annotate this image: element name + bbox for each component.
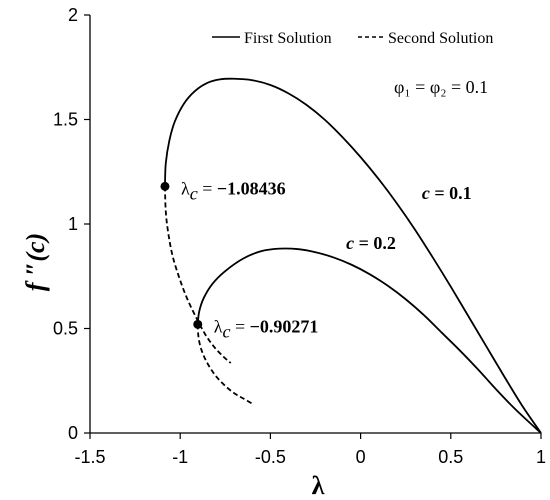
curves xyxy=(164,77,542,434)
legend-first-solution: First Solution xyxy=(244,30,332,47)
x-tick-label: 0 xyxy=(356,447,366,467)
critical-point-markers xyxy=(160,181,203,329)
y-tick-label: 0.5 xyxy=(53,319,78,339)
curve-label: c = 0.1 xyxy=(422,183,472,203)
parameter-label: φ₁ = φ₂ = 0.1 xyxy=(394,77,488,97)
x-tick-label: -1.5 xyxy=(74,447,105,467)
critical-point-marker xyxy=(160,181,170,191)
y-tick-label: 1.5 xyxy=(53,110,78,130)
x-tick-label: 0.5 xyxy=(438,447,463,467)
x-tick-label: -0.5 xyxy=(255,447,286,467)
curve-c01-second-solution xyxy=(164,186,232,364)
y-tick-label: 2 xyxy=(68,5,78,25)
ticks: -1.5 -1 -0.5 0 0.5 1 0 0.5 1 1.5 2 xyxy=(53,5,546,467)
annotations: λc = −1.08436 λc = −0.90271 c = 0.1 c = 0.2 xyxy=(181,178,472,341)
x-tick-label: 1 xyxy=(536,447,546,467)
critical-point-label: λc = −0.90271 xyxy=(214,316,319,341)
critical-point-label: λc = −1.08436 xyxy=(181,178,286,203)
x-axis-title: λ xyxy=(312,471,325,500)
legend: First Solution Second Solution xyxy=(212,30,493,47)
curve-c02-second-solution xyxy=(196,324,253,405)
curve-label: c = 0.2 xyxy=(346,233,396,253)
y-tick-label: 1 xyxy=(68,214,78,234)
x-tick-label: -1 xyxy=(172,447,188,467)
legend-second-solution: Second Solution xyxy=(388,30,493,47)
y-tick-label: 0 xyxy=(68,423,78,443)
curve-c02-first-solution xyxy=(196,247,542,434)
y-axis-title: f ″(c) xyxy=(21,233,50,291)
critical-point-marker xyxy=(193,319,203,329)
curve-c01-first-solution xyxy=(164,77,542,434)
